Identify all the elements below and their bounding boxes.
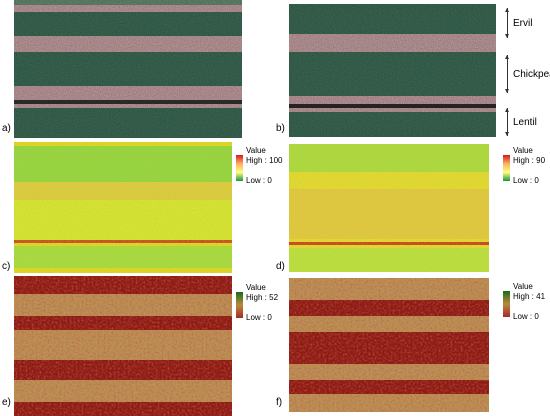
panel-f-classification-map — [289, 278, 489, 412]
legend-d: Value High : 90 Low : 0 — [503, 146, 550, 186]
ervil-extent-arrow — [505, 8, 509, 38]
legend-e-low: Low : 0 — [246, 313, 272, 322]
legend-f-low: Low : 0 — [513, 312, 539, 321]
legend-d-color-ramp — [503, 155, 510, 181]
panel-e-label: e) — [2, 397, 11, 408]
panel-c-index-map — [14, 142, 232, 273]
legend-c-low: Low : 0 — [246, 176, 272, 185]
legend-e-title: Value — [246, 283, 266, 292]
lentil-extent-arrow — [505, 108, 509, 136]
chickpea-extent-arrow — [505, 55, 509, 93]
panel-e-classification-map — [14, 276, 232, 416]
crop-label-chickpea: Chickpea — [513, 69, 550, 80]
legend-d-low: Low : 0 — [513, 176, 539, 185]
legend-f: Value High : 41 Low : 0 — [503, 282, 550, 322]
legend-c-high: High : 100 — [246, 156, 283, 165]
legend-f-color-ramp — [503, 291, 510, 317]
panel-b-rgb-image — [289, 4, 496, 137]
crop-label-ervil: Ervil — [513, 18, 533, 29]
panel-f-label: f) — [276, 397, 283, 408]
legend-d-high: High : 90 — [513, 156, 546, 165]
legend-c-color-ramp — [236, 155, 243, 181]
panel-a-rgb-image — [14, 0, 242, 138]
legend-e-color-ramp — [236, 292, 243, 318]
legend-c: Value High : 100 Low : 0 — [236, 146, 296, 186]
panel-c-label: c) — [2, 261, 11, 272]
panel-d-label: d) — [276, 261, 285, 272]
legend-d-title: Value — [513, 146, 533, 155]
legend-f-title: Value — [513, 282, 533, 291]
legend-c-title: Value — [246, 146, 266, 155]
panel-d-index-map — [289, 144, 489, 272]
legend-f-high: High : 41 — [513, 292, 546, 301]
crop-label-lentil: Lentil — [513, 117, 537, 128]
legend-e-high: High : 52 — [246, 293, 279, 302]
panel-a-label: a) — [2, 123, 11, 134]
panel-b-label: b) — [276, 123, 285, 134]
legend-e: Value High : 52 Low : 0 — [236, 283, 291, 323]
